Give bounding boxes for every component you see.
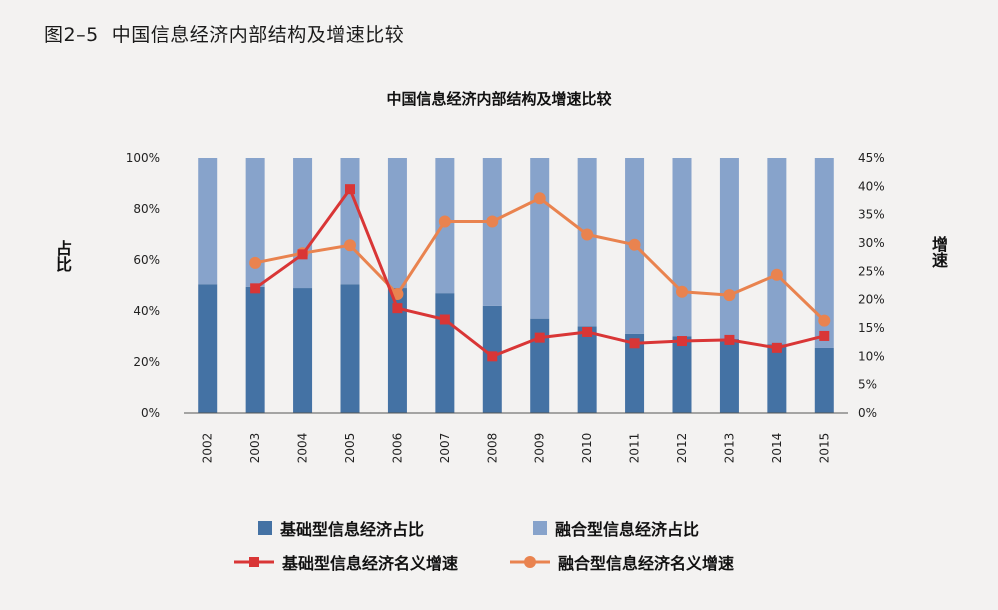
bar-base-share xyxy=(814,347,834,413)
base-growth-point xyxy=(345,184,355,195)
x-tick-label: 2013 xyxy=(722,433,736,464)
x-tick-label: 2009 xyxy=(533,433,547,464)
fusion-growth-point xyxy=(344,239,356,252)
base-growth-point xyxy=(629,338,640,349)
bar-fusion-share xyxy=(482,158,502,306)
base-growth-point xyxy=(250,283,261,294)
bar-base-share xyxy=(625,333,645,413)
legend-swatch-fusion-growth xyxy=(510,556,550,568)
bar-base-share xyxy=(435,293,455,413)
fusion-growth-point xyxy=(438,215,451,228)
legend-item-fusion-share: 融合型信息经济占比 xyxy=(533,516,699,540)
bar-base-share xyxy=(293,288,313,413)
left-tick-label: 40% xyxy=(133,304,160,318)
x-tick-label: 2011 xyxy=(628,433,642,464)
bar-fusion-share xyxy=(387,158,407,289)
bar-fusion-share xyxy=(293,158,313,289)
bar-fusion-share xyxy=(245,158,265,287)
base-growth-point xyxy=(771,342,782,353)
legend-label-base-growth: 基础型信息经济名义增速 xyxy=(282,554,459,573)
fusion-growth-point xyxy=(249,256,262,269)
x-tick-label: 2015 xyxy=(817,433,831,464)
right-axis-title: 增速 xyxy=(929,236,948,268)
left-tick-label: 60% xyxy=(133,253,160,267)
bar-base-share xyxy=(672,336,692,413)
x-tick-label: 2008 xyxy=(485,433,499,464)
right-tick-label: 25% xyxy=(858,264,885,278)
base-growth-point xyxy=(534,332,545,343)
base-growth-point xyxy=(724,334,735,345)
right-tick-label: 15% xyxy=(858,321,885,335)
bar-fusion-share xyxy=(719,158,739,340)
legend-swatch-base-share xyxy=(258,521,272,535)
x-tick-label: 2006 xyxy=(390,433,404,464)
figure-caption: 图2–5 中国信息经济内部结构及增速比较 xyxy=(44,24,405,46)
left-tick-label: 80% xyxy=(133,202,160,216)
legend-item-base-growth: 基础型信息经济名义增速 xyxy=(234,550,458,574)
x-tick-label: 2012 xyxy=(675,433,689,464)
fusion-growth-point xyxy=(533,192,546,205)
fusion-growth-point xyxy=(486,215,499,228)
bar-fusion-share xyxy=(530,158,550,319)
right-tick-label: 35% xyxy=(858,208,885,222)
bar-fusion-share xyxy=(672,158,692,337)
right-tick-label: 40% xyxy=(858,179,885,193)
bar-fusion-share xyxy=(767,158,787,345)
right-tick-label: 5% xyxy=(858,378,877,392)
left-tick-label: 100% xyxy=(126,151,160,165)
base-growth-point xyxy=(297,249,308,260)
bar-base-share xyxy=(387,288,407,413)
base-growth-point xyxy=(677,336,687,347)
x-tick-label: 2010 xyxy=(580,433,594,464)
fusion-growth-point xyxy=(581,228,594,241)
bar-base-share xyxy=(767,344,787,413)
bar-fusion-share xyxy=(340,158,360,285)
right-tick-label: 0% xyxy=(858,406,877,420)
legend-item-base-share: 基础型信息经济占比 xyxy=(258,516,424,540)
x-tick-label: 2004 xyxy=(296,433,310,464)
bar-base-share xyxy=(719,339,739,413)
legend-label-base-share: 基础型信息经济占比 xyxy=(280,520,425,539)
right-tick-label: 10% xyxy=(858,349,885,363)
chart-title: 中国信息经济内部结构及增速比较 xyxy=(386,90,612,108)
bar-fusion-share xyxy=(814,158,834,348)
fusion-growth-point xyxy=(676,285,688,298)
right-tick-label: 20% xyxy=(858,293,885,307)
bar-fusion-share xyxy=(577,158,597,327)
legend-item-fusion-growth: 融合型信息经济名义增速 xyxy=(510,550,734,574)
left-tick-label: 20% xyxy=(133,355,160,369)
fusion-growth-point xyxy=(818,314,831,327)
fusion-growth-point xyxy=(628,238,641,251)
x-tick-label: 2014 xyxy=(770,433,784,464)
base-growth-point xyxy=(487,351,498,362)
legend-swatch-base-growth xyxy=(234,557,274,567)
bar-fusion-share xyxy=(198,158,218,285)
legend-label-fusion-growth: 融合型信息经济名义增速 xyxy=(558,554,735,573)
left-tick-label: 0% xyxy=(141,406,160,420)
fusion-growth-point xyxy=(770,268,783,281)
bar-base-share xyxy=(340,284,360,413)
base-growth-point xyxy=(819,330,830,341)
legend-swatch-fusion-share xyxy=(533,521,547,535)
x-tick-label: 2002 xyxy=(201,433,215,464)
fusion-growth-point xyxy=(723,289,736,302)
right-tick-label: 45% xyxy=(858,151,885,165)
bar-base-share xyxy=(577,326,597,413)
left-axis-title: 占比 xyxy=(53,240,72,272)
base-growth-point xyxy=(392,303,403,314)
base-growth-point xyxy=(439,314,450,325)
right-tick-label: 30% xyxy=(858,236,885,250)
x-tick-label: 2007 xyxy=(438,433,452,464)
x-tick-label: 2003 xyxy=(248,433,262,464)
x-tick-label: 2005 xyxy=(343,433,357,464)
legend-label-fusion-share: 融合型信息经济占比 xyxy=(555,520,700,539)
base-growth-point xyxy=(582,326,593,337)
bar-base-share xyxy=(198,284,218,413)
bar-base-share xyxy=(245,286,265,413)
